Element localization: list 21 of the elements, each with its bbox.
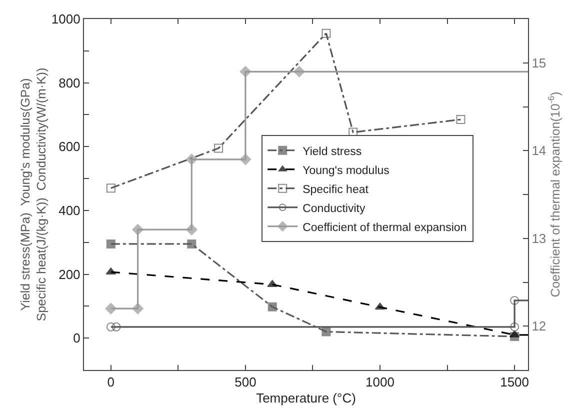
x-tick-label: 1500: [500, 374, 530, 390]
legend-label: Conductivity: [302, 202, 366, 215]
y2-tick-label: 12: [532, 318, 546, 334]
x-tick-label: 1000: [366, 374, 394, 390]
y-tick-label: 600: [58, 139, 80, 154]
y-tick-label: 800: [58, 75, 80, 90]
y2-tick-label: 15: [532, 55, 546, 70]
legend-label: Specific heat: [302, 184, 370, 196]
legend-label: Coefficient of thermal expansion: [302, 222, 467, 234]
legend-label: Yield stress: [302, 146, 362, 158]
y-axis-title: Yield stress(MPa) Young's modulus(GPa) Specific heat(J/(kg·K)) Conductivity(W/(m·K)): [18, 68, 49, 322]
y-tick-label: 200: [58, 266, 80, 282]
y-tick-label: 0: [73, 330, 80, 346]
y-tick-label: 400: [58, 203, 80, 218]
legend-label: Young's modulus: [302, 164, 390, 177]
y2-tick-label: 13: [532, 230, 546, 246]
x-tick-label: 500: [234, 374, 256, 390]
y2-tick-label: 14: [532, 143, 546, 158]
x-tick-label: 0: [107, 374, 115, 390]
y-tick-label: 1000: [51, 12, 80, 27]
x-axis-title: Temperature (°C): [256, 390, 356, 406]
